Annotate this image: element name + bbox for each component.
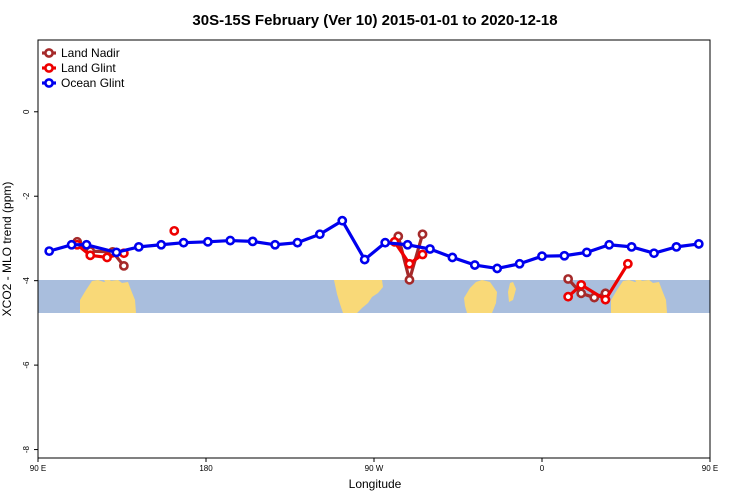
land-africa (464, 280, 497, 313)
data-point-land-nadir (404, 274, 415, 285)
data-point-land-glint (746, 241, 750, 248)
x-tick-label: 90 W (365, 464, 384, 473)
data-point-ocean-glint (178, 237, 189, 248)
data-point-land-nadir (118, 260, 129, 271)
x-tick-label: 90 E (702, 464, 718, 473)
data-point-land-glint (417, 249, 428, 260)
y-axis: 0 -2 -4 -6 -8 (22, 109, 38, 453)
series-land-glint (72, 225, 750, 305)
data-point-land-glint (576, 279, 587, 290)
data-point-land-glint (102, 252, 112, 263)
data-point-ocean-glint (81, 239, 92, 250)
data-point-land-nadir (417, 229, 428, 240)
legend-item-ocean-glint: Ocean Glint (42, 76, 125, 90)
data-point-ocean-glint (559, 250, 570, 261)
legend-swatch-marker (44, 78, 54, 88)
x-tick-label: 180 (199, 464, 213, 473)
series-line-ocean-glint (48, 219, 700, 271)
y-tick-label: -4 (22, 277, 31, 285)
data-point-ocean-glint (514, 258, 525, 269)
legend-item-land-glint: Land Glint (42, 61, 116, 75)
data-point-ocean-glint (626, 241, 637, 252)
data-point-ocean-glint (111, 247, 122, 258)
data-point-ocean-glint (671, 241, 682, 252)
x-tick-label: 90 E (30, 464, 46, 473)
data-point-ocean-glint (337, 215, 348, 226)
y-tick-label: -2 (22, 192, 31, 200)
data-point-ocean-glint (270, 239, 280, 250)
data-point-ocean-glint (44, 246, 55, 257)
data-point-ocean-glint (469, 260, 480, 270)
series-layer (44, 215, 750, 305)
land-south-america (334, 280, 383, 313)
data-point-land-glint (85, 250, 96, 261)
data-point-ocean-glint (380, 237, 391, 248)
y-tick-label: 0 (22, 109, 31, 114)
y-axis-title: XCO2 - MLO trend (ppm) (0, 182, 14, 317)
land-australia-right-north (635, 280, 643, 283)
land-australia-right (611, 280, 667, 313)
data-point-ocean-glint (604, 239, 615, 250)
data-point-land-glint (622, 258, 633, 269)
land-australia-left (80, 280, 136, 313)
data-point-ocean-glint (537, 251, 547, 262)
y-tick-label: -8 (22, 445, 31, 453)
data-point-ocean-glint (447, 252, 458, 263)
data-point-ocean-glint (425, 244, 435, 254)
data-point-land-glint (600, 294, 611, 305)
legend-label: Ocean Glint (61, 76, 125, 90)
data-point-ocean-glint (492, 263, 503, 274)
data-point-ocean-glint (156, 239, 167, 250)
data-point-ocean-glint (402, 239, 413, 250)
legend-label: Land Glint (61, 61, 116, 75)
data-point-ocean-glint (66, 239, 77, 250)
chart-title: 30S-15S February (Ver 10) 2015-01-01 to … (192, 12, 557, 29)
data-point-ocean-glint (292, 237, 303, 248)
x-axis-title: Longitude (349, 477, 402, 491)
data-point-land-nadir (576, 288, 587, 299)
series-line-land-glint (567, 262, 630, 302)
legend-label: Land Nadir (61, 46, 120, 60)
data-point-ocean-glint (202, 236, 213, 247)
x-axis: 90 E 180 90 W 0 90 E (30, 458, 718, 473)
data-point-land-glint (169, 225, 180, 236)
series-ocean-glint (44, 215, 704, 274)
x-tick-label: 0 (540, 464, 545, 473)
y-tick-label: -6 (22, 361, 31, 369)
data-point-land-nadir (563, 274, 574, 284)
data-point-ocean-glint (693, 239, 704, 249)
data-point-land-glint (563, 291, 574, 302)
data-point-land-glint (404, 258, 415, 269)
land-madagascar (508, 282, 516, 302)
legend-item-land-nadir: Land Nadir (42, 46, 120, 60)
legend-swatch-marker (44, 48, 54, 58)
data-point-ocean-glint (581, 247, 592, 258)
land-australia-left-north (104, 280, 112, 283)
legend-swatch-marker (44, 63, 54, 73)
data-point-ocean-glint (314, 229, 325, 240)
data-point-ocean-glint (359, 254, 370, 265)
data-point-ocean-glint (225, 235, 236, 246)
data-point-land-nadir (746, 238, 750, 245)
data-point-ocean-glint (649, 248, 659, 259)
data-point-ocean-glint (133, 241, 144, 252)
data-point-ocean-glint (247, 236, 258, 247)
